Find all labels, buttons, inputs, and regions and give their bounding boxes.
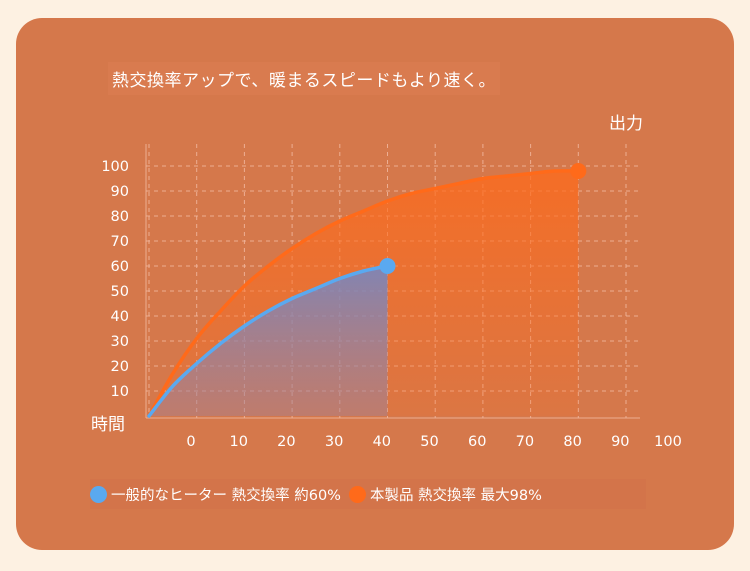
y-tick-label-60: 60 xyxy=(111,259,129,275)
legend-item-general: 一般的なヒーター 熱交換率 約60% xyxy=(90,484,341,505)
series-areas xyxy=(149,170,579,416)
endpoint-series-0 xyxy=(379,258,396,274)
y-tick-label-30: 30 xyxy=(111,334,129,350)
chart-card: 熱交換率アップで、暖まるスピードもより速く。 10 20 30 40 50 60 70 80 9… xyxy=(16,18,734,550)
x-tick-label-40: 40 xyxy=(373,434,391,450)
endpoint-series-1 xyxy=(570,163,587,179)
y-tick-label-90: 90 xyxy=(111,184,129,200)
y-tick-label-100: 100 xyxy=(101,159,129,175)
legend-dot-general xyxy=(90,485,107,503)
legend-label-general: 一般的なヒーター 熱交換率 約60% xyxy=(111,487,341,504)
line-series-1 xyxy=(147,169,581,418)
line-chart: 10 20 30 40 50 60 70 80 90 100 0 10 20 30 40 50 60 70 80 90… xyxy=(91,114,682,450)
line-series-0 xyxy=(147,264,390,418)
series-lines xyxy=(147,169,581,418)
x-tick-label-50: 50 xyxy=(420,434,438,450)
x-tick-label-0: 0 xyxy=(186,434,195,450)
x-axis-label: 時間 xyxy=(91,415,125,435)
y-tick-label-50: 50 xyxy=(111,284,129,300)
x-tick-label-90: 90 xyxy=(611,434,629,450)
legend-item-product: 本製品 熱交換率 最大98% xyxy=(348,484,542,505)
y-tick-label-10: 10 xyxy=(111,384,129,400)
x-tick-label-10: 10 xyxy=(229,434,247,450)
y-tick-label-20: 20 xyxy=(111,359,129,375)
x-tick-label-70: 70 xyxy=(516,434,534,450)
x-tick-label-80: 80 xyxy=(563,434,581,450)
y-tick-label-40: 40 xyxy=(111,309,129,325)
y-tick-label-70: 70 xyxy=(111,234,129,250)
series-endpoints xyxy=(379,163,587,274)
area-series-0 xyxy=(149,266,388,416)
y-axis-label: 出力 xyxy=(609,114,643,134)
y-tick-label-80: 80 xyxy=(111,209,129,225)
x-tick-label-20: 20 xyxy=(277,434,295,450)
x-tick-label-30: 30 xyxy=(325,434,343,450)
chart-legend: 一般的なヒーター 熱交換率 約60% 本製品 熱交換率 最大98% xyxy=(90,479,646,509)
legend-label-product: 本製品 熱交換率 最大98% xyxy=(369,487,542,504)
legend-dot-product xyxy=(348,485,366,503)
headline: 熱交換率アップで、暖まるスピードもより速く。 xyxy=(108,62,500,95)
x-tick-label-100: 100 xyxy=(654,434,682,450)
x-tick-label-60: 60 xyxy=(468,434,486,450)
tick-labels: 10 20 30 40 50 60 70 80 90 100 0 10 20 30 40 50 60 70 80 90… xyxy=(101,159,682,450)
